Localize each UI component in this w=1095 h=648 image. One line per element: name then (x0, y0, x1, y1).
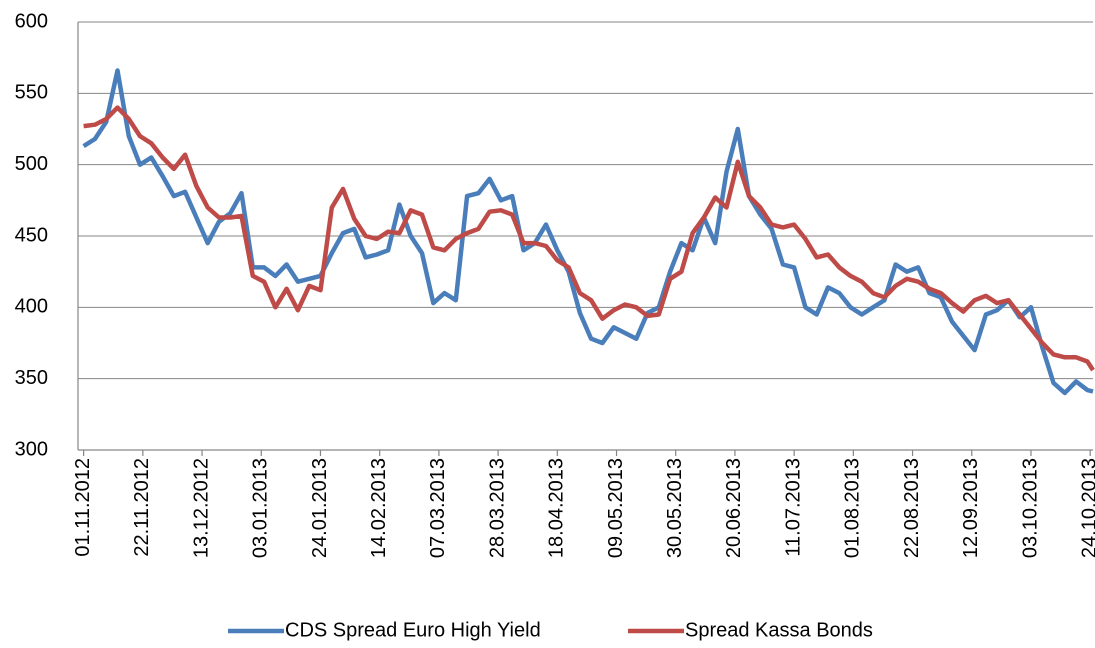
x-tick-label: 12.09.2013 (960, 458, 982, 558)
x-tick-label: 22.08.2013 (901, 458, 923, 558)
x-tick-label: 07.03.2013 (427, 458, 449, 558)
series-line (82, 68, 1094, 396)
y-tick-label: 400 (15, 296, 48, 318)
y-tick-label: 300 (15, 438, 48, 460)
x-tick-label: 11.07.2013 (782, 458, 804, 557)
y-tick-label: 450 (15, 224, 48, 246)
x-tick-label: 22.11.2012 (131, 458, 153, 557)
x-tick-label: 28.03.2013 (486, 458, 508, 558)
y-tick-label: 500 (15, 153, 48, 175)
x-tick-label: 24.10.2013 (1078, 458, 1095, 558)
y-tick-label: 550 (15, 82, 48, 104)
x-tick-label: 30.05.2013 (664, 458, 686, 558)
y-tick-label: 350 (15, 367, 48, 389)
x-tick-label: 18.04.2013 (546, 458, 568, 558)
y-tick-label: 600 (15, 10, 48, 32)
legend-label: CDS Spread Euro High Yield (285, 619, 541, 641)
x-tick-label: 01.11.2012 (72, 458, 94, 557)
x-tick-label: 03.10.2013 (1019, 458, 1041, 558)
x-tick-label: 03.01.2013 (250, 458, 272, 558)
x-tick-label: 09.05.2013 (605, 458, 627, 558)
x-tick-label: 01.08.2013 (842, 458, 864, 558)
x-tick-label: 20.06.2013 (723, 458, 745, 558)
x-tick-label: 14.02.2013 (368, 458, 390, 558)
legend-label: Spread Kassa Bonds (685, 619, 873, 641)
x-tick-label: 13.12.2012 (190, 458, 212, 558)
series-line (83, 105, 1095, 372)
x-tick-label: 24.01.2013 (309, 458, 331, 558)
